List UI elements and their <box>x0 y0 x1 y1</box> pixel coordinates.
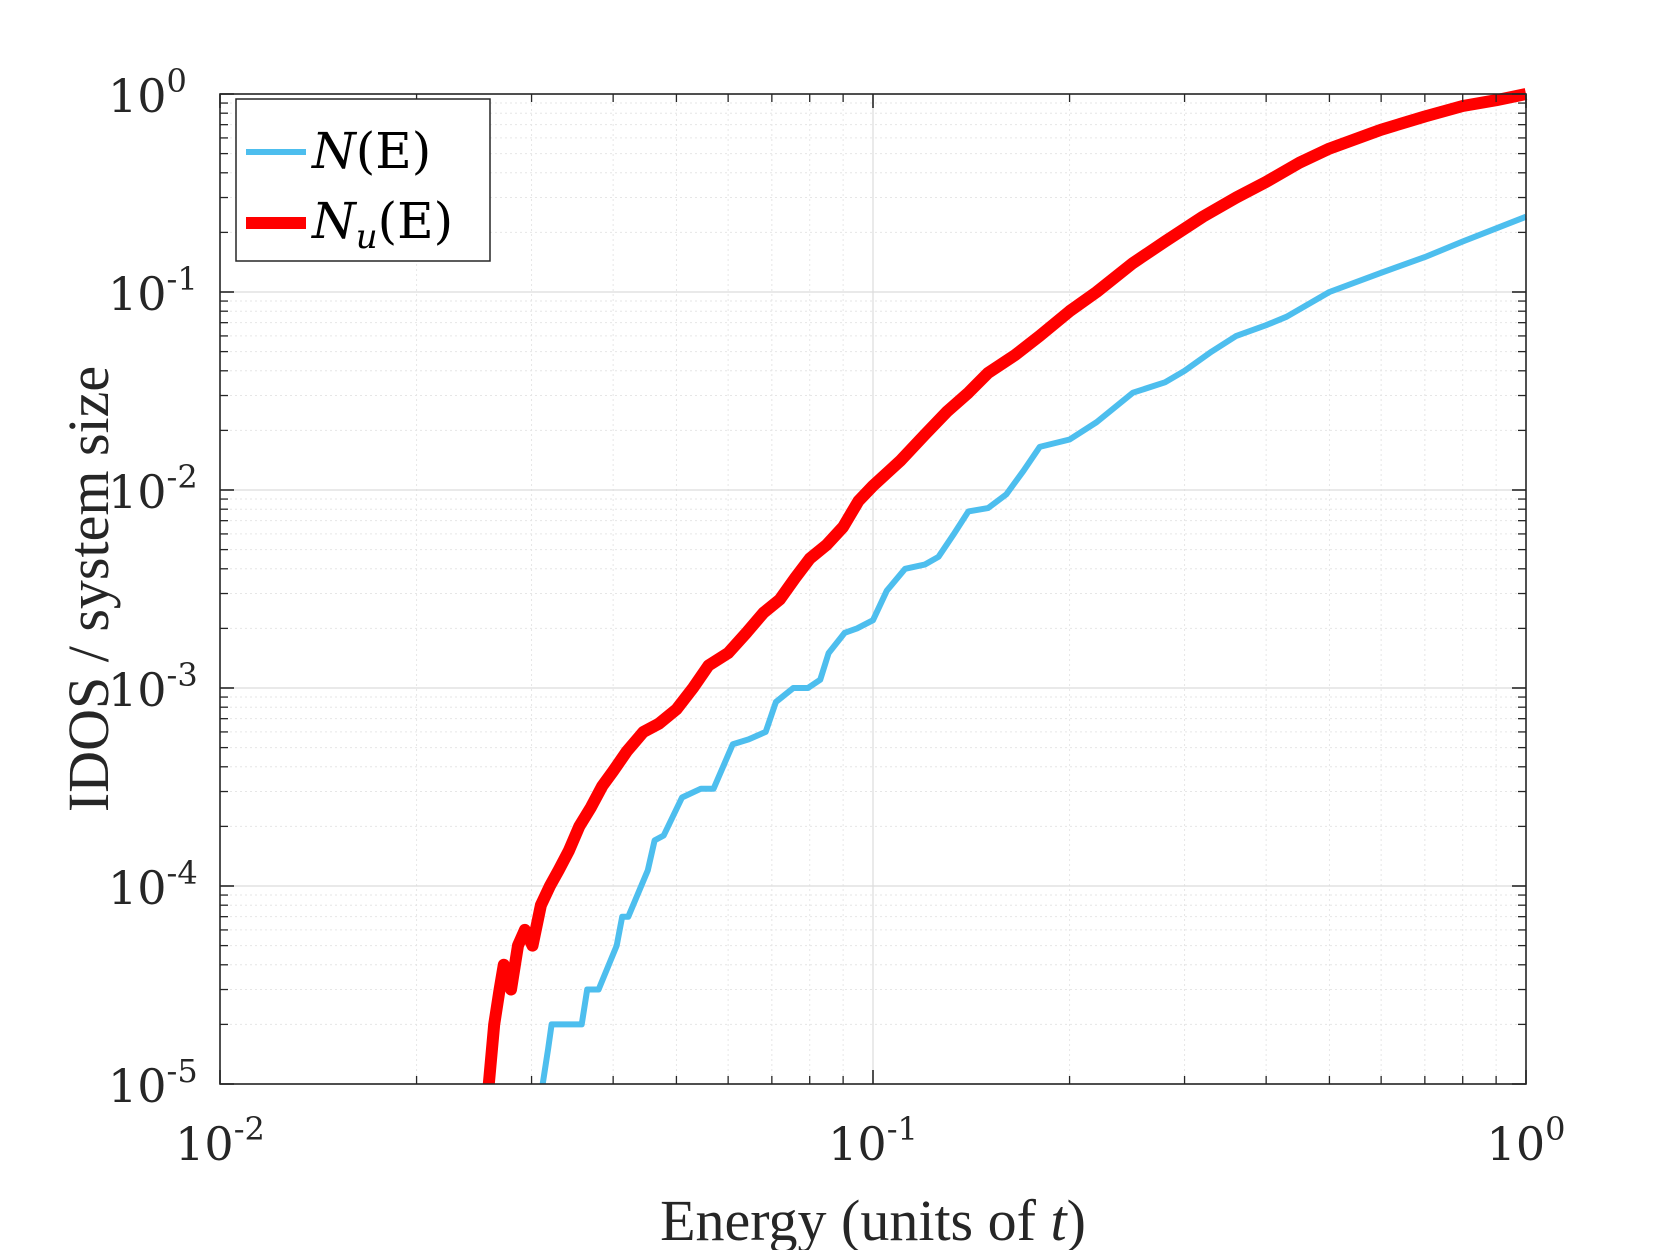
y-axis-label: IDOS / system size <box>56 366 121 812</box>
minor-grid <box>220 94 1526 1084</box>
y-tick-label: 10-1 <box>108 260 198 321</box>
series-line-n <box>539 213 1528 1085</box>
x-tick-label: 10-2 <box>175 1110 265 1171</box>
tick-marks <box>219 93 1527 1085</box>
x-tick-label: 100 <box>1487 1110 1566 1171</box>
legend: N(E) Nu(E) <box>235 98 491 262</box>
y-tick-label: 10-3 <box>108 656 198 717</box>
y-tick-labels: 100 10-1 10-2 10-3 10-4 10-5 <box>108 62 198 1113</box>
legend-label-nu: Nu(E) <box>311 192 453 257</box>
legend-label-n: N(E) <box>311 122 431 180</box>
y-tick-label: 10-5 <box>108 1052 198 1113</box>
x-axis-label: Energy (units of t) <box>660 1188 1086 1250</box>
y-tick-label: 10-2 <box>108 458 198 519</box>
y-tick-label: 10-4 <box>108 854 198 915</box>
series-layer <box>482 88 1528 1085</box>
x-tick-labels: 10-2 10-1 100 <box>175 1110 1565 1171</box>
series-line-nu <box>482 88 1528 1085</box>
x-tick-label: 10-1 <box>828 1110 918 1171</box>
legend-box <box>235 98 491 262</box>
y-tick-label: 100 <box>108 62 187 123</box>
